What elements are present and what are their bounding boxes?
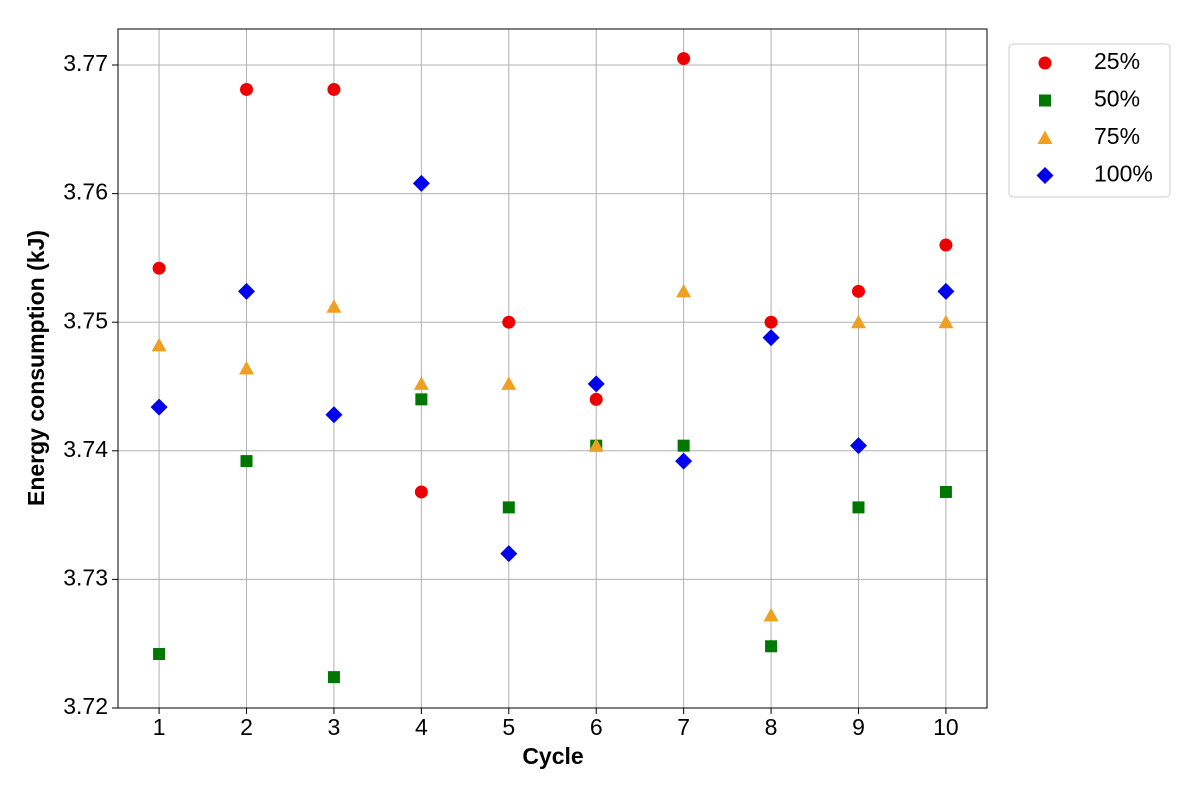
x-axis-label: Cycle (522, 743, 583, 769)
y-tick-label: 3.76 (63, 179, 108, 205)
point (327, 82, 341, 96)
point (937, 282, 955, 300)
y-tick-label: 3.72 (63, 693, 108, 719)
point (415, 393, 428, 406)
point (501, 376, 517, 390)
point (852, 501, 865, 514)
point (588, 438, 604, 452)
legend-label: 50% (1094, 86, 1140, 112)
point (152, 261, 166, 275)
point (150, 398, 168, 416)
y-tick-label: 3.75 (63, 307, 108, 333)
point (151, 337, 167, 352)
point (676, 283, 692, 298)
point (325, 406, 343, 424)
x-tick-label: 9 (852, 714, 865, 740)
point (500, 545, 518, 563)
x-tick-label: 5 (502, 714, 515, 740)
x-tick-label: 6 (590, 714, 603, 740)
x-tick-label: 1 (153, 714, 166, 740)
point (240, 82, 254, 96)
point (239, 361, 255, 375)
legend-label: 100% (1094, 161, 1153, 187)
x-tick-label: 10 (933, 714, 959, 740)
point (412, 174, 430, 192)
point (850, 314, 866, 329)
point (327, 671, 340, 684)
legend-marker (1038, 56, 1052, 70)
legend-marker (1039, 94, 1051, 107)
x-tick-label: 2 (240, 714, 253, 740)
point (939, 485, 952, 498)
point (677, 52, 691, 66)
point (240, 455, 253, 468)
y-axis-label: Energy consumption (kJ) (23, 230, 49, 506)
point (587, 375, 605, 393)
x-tick-label: 7 (677, 714, 690, 740)
point (938, 314, 954, 329)
x-tick-label: 8 (765, 714, 778, 740)
x-tick-label: 3 (328, 714, 341, 740)
point (413, 376, 429, 390)
point (849, 437, 867, 455)
point (238, 282, 256, 300)
legend-marker (1036, 167, 1054, 184)
point (502, 315, 516, 329)
legend-label: 75% (1094, 123, 1140, 149)
point (589, 392, 603, 406)
point (764, 315, 778, 329)
point (414, 485, 428, 499)
point (502, 501, 515, 514)
point (675, 452, 693, 470)
point (326, 299, 342, 313)
point (763, 607, 779, 622)
point (153, 647, 166, 660)
plot-frame (117, 28, 988, 709)
y-tick-label: 3.74 (63, 436, 108, 462)
x-tick-label: 4 (415, 714, 428, 740)
point (765, 640, 778, 653)
point (677, 439, 690, 452)
point (851, 284, 865, 298)
legend-box (1008, 43, 1171, 198)
point (762, 329, 780, 347)
legend-label: 25% (1094, 48, 1140, 74)
y-tick-label: 3.77 (63, 50, 108, 76)
legend-marker (1037, 130, 1053, 144)
point (939, 238, 953, 252)
y-tick-label: 3.73 (63, 564, 108, 590)
